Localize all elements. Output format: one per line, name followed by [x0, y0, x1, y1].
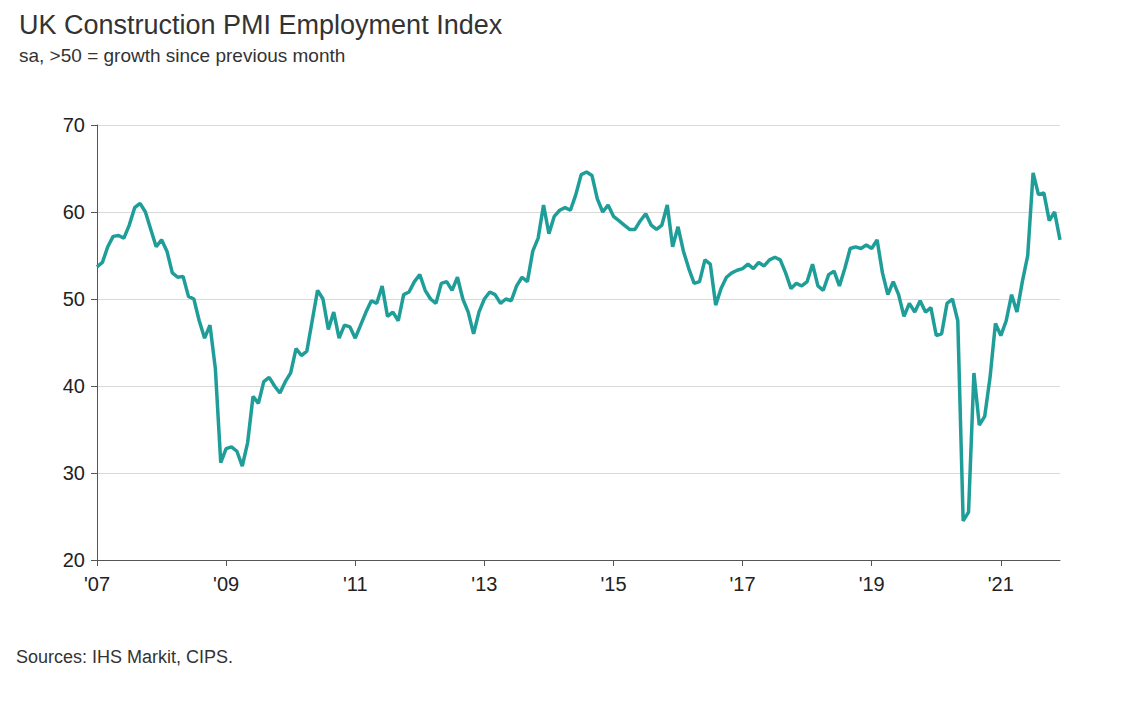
svg-text:sa, >50 = growth since previou: sa, >50 = growth since previous month — [19, 45, 345, 66]
svg-text:'13: '13 — [471, 573, 497, 595]
svg-text:'09: '09 — [213, 573, 239, 595]
svg-text:'07: '07 — [84, 573, 110, 595]
svg-text:'11: '11 — [343, 573, 368, 595]
svg-text:Sources: IHS Markit, CIPS.: Sources: IHS Markit, CIPS. — [16, 647, 233, 667]
svg-text:'15: '15 — [600, 573, 626, 595]
svg-text:60: 60 — [63, 201, 85, 223]
svg-text:40: 40 — [63, 375, 85, 397]
svg-text:30: 30 — [63, 462, 85, 484]
svg-text:'17: '17 — [730, 573, 756, 595]
svg-text:'21: '21 — [988, 573, 1014, 595]
svg-text:20: 20 — [63, 549, 85, 571]
svg-text:70: 70 — [63, 114, 85, 136]
svg-text:50: 50 — [63, 288, 85, 310]
svg-text:'19: '19 — [859, 573, 885, 595]
svg-text:UK Construction PMI Employment: UK Construction PMI Employment Index — [19, 10, 503, 40]
